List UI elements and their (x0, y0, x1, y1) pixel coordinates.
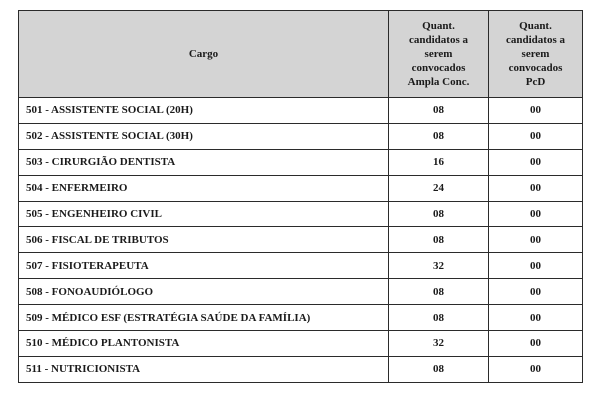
cargo-cell: 502 - ASSISTENTE SOCIAL (30H) (18, 122, 389, 150)
pcd-cell: 00 (488, 355, 583, 383)
cargo-cell: 511 - NUTRICIONISTA (18, 355, 389, 383)
table-header: Cargo Quant. candidatos a serem convocad… (18, 10, 583, 98)
pcd-cell: 00 (488, 97, 583, 124)
ampla-conc-cell: 08 (388, 226, 489, 254)
ampla-conc-cell: 08 (388, 304, 489, 332)
ampla-conc-cell: 08 (388, 122, 489, 150)
table-body: 501 - ASSISTENTE SOCIAL (20H) 08 00 502 - A… (18, 97, 583, 383)
cargo-cell: 501 - ASSISTENTE SOCIAL (20H) (18, 97, 389, 124)
pcd-cell: 00 (488, 174, 583, 202)
table-row: 508 - FONOAUDIÓLOGO 08 00 (18, 278, 583, 306)
cargo-cell: 503 - CIRURGIÃO DENTISTA (18, 148, 389, 176)
cargo-cell: 509 - MÉDICO ESF (ESTRATÉGIA SAÚDE DA FA… (18, 304, 389, 332)
cargo-cell: 507 - FISIOTERAPEUTA (18, 252, 389, 280)
cargo-cell: 510 - MÉDICO PLANTONISTA (18, 330, 389, 357)
ampla-conc-cell: 32 (388, 252, 489, 280)
ampla-conc-cell: 08 (388, 278, 489, 306)
pcd-cell: 00 (488, 278, 583, 306)
cargo-cell: 504 - ENFERMEIRO (18, 174, 389, 202)
ampla-conc-cell: 32 (388, 330, 489, 357)
cargo-cell: 506 - FISCAL DE TRIBUTOS (18, 226, 389, 254)
table-row: 503 - CIRURGIÃO DENTISTA 16 00 (18, 148, 583, 176)
pcd-cell: 00 (488, 148, 583, 176)
ampla-conc-cell: 24 (388, 174, 489, 202)
ampla-conc-cell: 08 (388, 355, 489, 383)
pcd-cell: 00 (488, 200, 583, 228)
table-row: 502 - ASSISTENTE SOCIAL (30H) 08 00 (18, 122, 583, 150)
pcd-cell: 00 (488, 226, 583, 254)
convocation-table: Cargo Quant. candidatos a serem convocad… (18, 10, 583, 383)
table-row: 506 - FISCAL DE TRIBUTOS 08 00 (18, 226, 583, 254)
cargo-cell: 505 - ENGENHEIRO CIVIL (18, 200, 389, 228)
header-row: Cargo Quant. candidatos a serem convocad… (18, 10, 583, 98)
table-row: 504 - ENFERMEIRO 24 00 (18, 174, 583, 202)
column-header-pcd: Quant. candidatos a serem convocados PcD (488, 10, 583, 98)
pcd-cell: 00 (488, 304, 583, 332)
table-row: 511 - NUTRICIONISTA 08 00 (18, 355, 583, 383)
table-row: 507 - FISIOTERAPEUTA 32 00 (18, 252, 583, 280)
ampla-conc-cell: 08 (388, 200, 489, 228)
ampla-conc-cell: 16 (388, 148, 489, 176)
table-row: 510 - MÉDICO PLANTONISTA 32 00 (18, 330, 583, 357)
pcd-cell: 00 (488, 330, 583, 357)
column-header-cargo: Cargo (18, 10, 389, 98)
pcd-cell: 00 (488, 122, 583, 150)
column-header-ampla-conc: Quant. candidatos a serem convocados Amp… (388, 10, 489, 98)
table-row: 505 - ENGENHEIRO CIVIL 08 00 (18, 200, 583, 228)
cargo-cell: 508 - FONOAUDIÓLOGO (18, 278, 389, 306)
ampla-conc-cell: 08 (388, 97, 489, 124)
table-row: 509 - MÉDICO ESF (ESTRATÉGIA SAÚDE DA FA… (18, 304, 583, 332)
pcd-cell: 00 (488, 252, 583, 280)
table-row: 501 - ASSISTENTE SOCIAL (20H) 08 00 (18, 97, 583, 124)
